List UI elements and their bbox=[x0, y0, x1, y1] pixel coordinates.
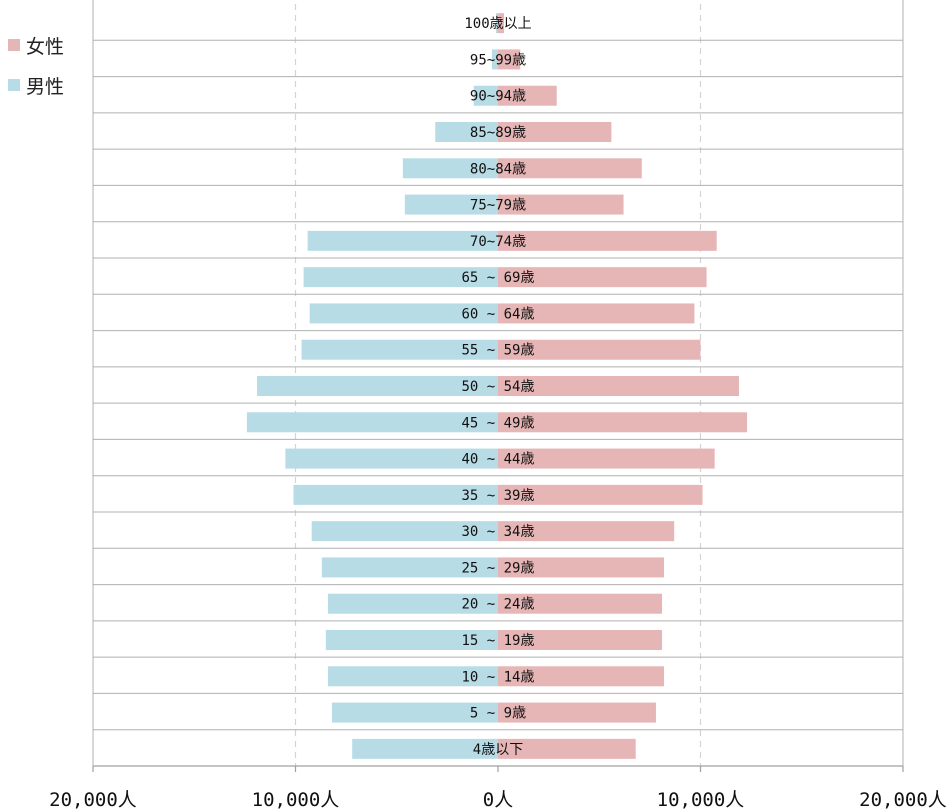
bar-female bbox=[498, 158, 642, 179]
bar-male bbox=[404, 194, 498, 215]
bar-male bbox=[473, 85, 498, 106]
bar-female bbox=[498, 412, 748, 433]
bar-male bbox=[309, 303, 498, 324]
bar-male bbox=[246, 412, 498, 433]
bar-male bbox=[321, 557, 498, 578]
bar-male bbox=[331, 702, 498, 723]
category-label: 20 ~ 24歳 bbox=[461, 597, 534, 613]
bar-male bbox=[352, 738, 498, 759]
bar-female bbox=[498, 376, 739, 396]
bar-male bbox=[303, 267, 498, 288]
bar-male bbox=[327, 666, 498, 687]
category-label: 4歳以下 bbox=[473, 742, 523, 758]
category-label: 15 ~ 19歳 bbox=[461, 633, 534, 649]
category-label: 65 ~ 69歳 bbox=[461, 270, 534, 286]
bar-female bbox=[498, 85, 557, 106]
category-label: 30 ~ 34歳 bbox=[461, 524, 534, 540]
category-label: 25 ~ 29歳 bbox=[461, 560, 534, 576]
category-label: 35 ~ 39歳 bbox=[461, 488, 534, 504]
bar-female bbox=[498, 448, 715, 469]
category-label: 85~89歳 bbox=[470, 125, 526, 141]
bar-male bbox=[257, 376, 498, 396]
bar-male bbox=[301, 339, 498, 360]
bar-male bbox=[325, 630, 498, 650]
x-tick-label: 10,000人 bbox=[657, 789, 745, 811]
category-label: 80~84歳 bbox=[470, 161, 526, 177]
legend-label-female: 女性 bbox=[26, 35, 65, 58]
legend-swatch-male bbox=[8, 79, 20, 91]
bar-female bbox=[498, 702, 656, 723]
bar-female bbox=[498, 484, 703, 505]
bar-female bbox=[498, 593, 663, 614]
x-tick-label: 20,000人 bbox=[859, 789, 947, 811]
category-label: 70~74歳 bbox=[470, 234, 526, 250]
bar-female bbox=[498, 13, 505, 34]
bar-female bbox=[498, 303, 695, 324]
category-label: 90~94歳 bbox=[470, 89, 526, 105]
legend: 女性 男性 bbox=[8, 34, 64, 114]
x-tick-label: 10,000人 bbox=[252, 789, 340, 811]
legend-item-male: 男性 bbox=[8, 74, 65, 98]
category-label: 10 ~ 14歳 bbox=[461, 669, 534, 685]
category-label: 60 ~ 64歳 bbox=[461, 306, 534, 322]
bar-female bbox=[498, 49, 521, 70]
bar-male bbox=[495, 13, 498, 34]
bar-female bbox=[498, 666, 665, 687]
category-label: 45 ~ 49歳 bbox=[461, 415, 534, 431]
category-label: 55 ~ 59歳 bbox=[461, 343, 534, 359]
bar-female bbox=[498, 194, 624, 215]
bar-male bbox=[285, 448, 498, 469]
bar-male bbox=[491, 49, 498, 70]
category-label: 95~99歳 bbox=[470, 52, 526, 68]
bar-female bbox=[498, 339, 701, 360]
bar-male bbox=[435, 122, 498, 142]
bar-male bbox=[307, 230, 498, 251]
legend-swatch-female bbox=[8, 39, 20, 51]
bar-female bbox=[498, 738, 636, 759]
legend-label-male: 男性 bbox=[26, 75, 65, 98]
legend-item-female: 女性 bbox=[8, 34, 65, 58]
bar-male bbox=[311, 521, 498, 542]
category-label: 75~79歳 bbox=[470, 198, 526, 214]
bar-male bbox=[327, 593, 498, 614]
bar-male bbox=[402, 158, 498, 179]
category-label: 50 ~ 54歳 bbox=[461, 379, 534, 395]
category-label: 40 ~ 44歳 bbox=[461, 452, 534, 468]
bar-female bbox=[498, 521, 675, 542]
bar-female bbox=[498, 630, 663, 650]
x-tick-label: 20,000人 bbox=[49, 789, 137, 811]
bar-female bbox=[498, 267, 707, 288]
bar-female bbox=[498, 557, 665, 578]
category-label: 100歳以上 bbox=[464, 16, 531, 32]
bar-male bbox=[293, 484, 498, 505]
category-label: 5 ~ 9歳 bbox=[470, 706, 526, 722]
x-tick-label: 0人 bbox=[483, 789, 513, 811]
bar-female bbox=[498, 230, 717, 251]
bar-female bbox=[498, 122, 612, 142]
